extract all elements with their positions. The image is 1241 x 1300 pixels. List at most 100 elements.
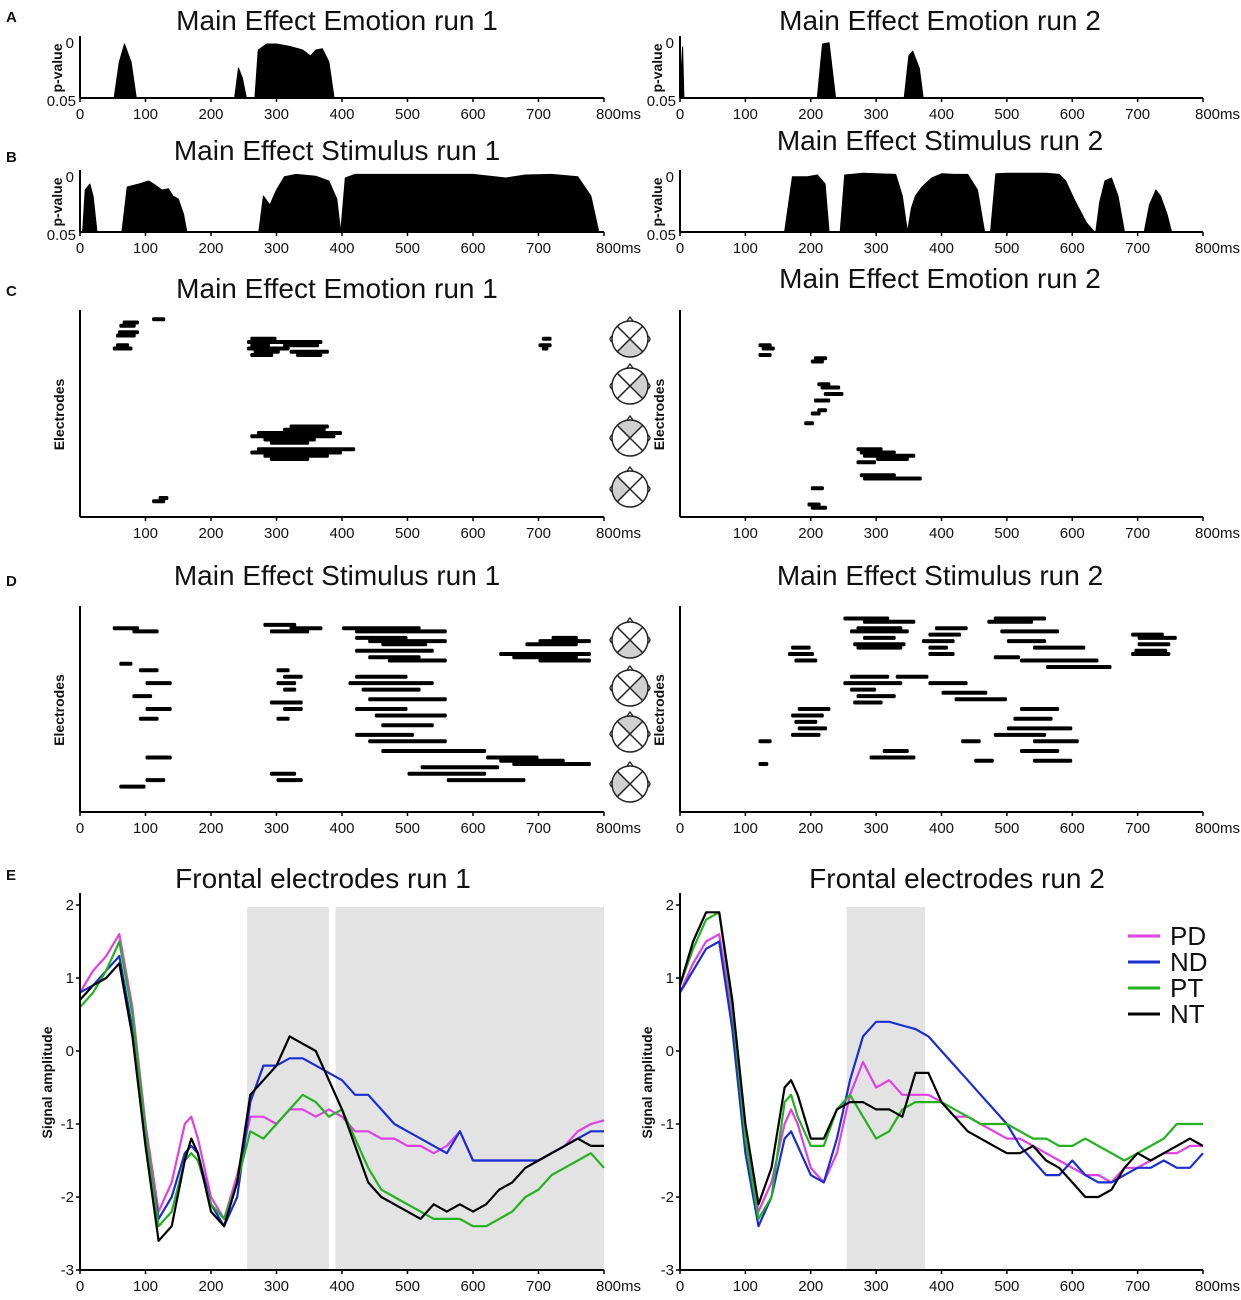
x-tick-label: 500 [395,240,420,257]
electrode-segment [850,629,909,634]
chart-emotion-run2-electrodes: 100 200 300 400 500 600 700 800ms Electrodes [651,310,1240,542]
x-tick-label: 600 [460,106,485,123]
electrode-segment [1134,648,1168,653]
significance-area [258,173,342,233]
significance-area [816,42,837,99]
y-tick-label: 0 [666,1043,674,1060]
significance-area [234,67,247,99]
x-tick-label: 600 [1060,1278,1085,1295]
x-tick-label: 700 [1125,1278,1150,1295]
electrode-segment [853,700,883,705]
x-tick-label: 100 [133,106,158,123]
electrode-segment [512,762,591,766]
electrode-segment [804,421,814,426]
y-tick-label: 0 [666,169,674,186]
electrode-segment [1137,635,1177,640]
y-tick-label: 0 [66,35,74,52]
electrode-segment [247,346,290,351]
electrode-segment [250,353,274,357]
electrode-segment [810,486,824,491]
electrode-segment [145,778,166,783]
y-tick-label: 2 [666,897,674,914]
x-tick-label: 200 [198,240,223,257]
electrode-segment [859,473,896,478]
x-tick-label: 100 [133,525,158,542]
head-icon-anterior-d [609,710,651,753]
electrode-segment [269,771,297,776]
y-tick-label: 0.05 [647,227,676,244]
x-tick-label: 300 [864,820,889,837]
electrode-segment [928,632,962,637]
electrode-segment [283,427,326,432]
electrode-segment [283,707,303,711]
x-tick-label: 600 [1060,820,1085,837]
x-tick-label: 0 [76,820,84,837]
electrode-segment [538,658,591,663]
y-tick-label: -3 [61,1262,74,1279]
x-tick-label: 700 [526,106,551,123]
x-tick-label: 800ms [1195,820,1240,837]
electrode-segment [420,765,500,770]
legend-label-pt: PT [1170,973,1203,1003]
x-tick-label: 300 [264,240,289,257]
significance-area [254,43,335,99]
series-line-pt [79,940,605,1228]
electrode-segment [853,642,906,647]
electrode-segment [928,681,968,686]
x-tick-label: 600 [460,820,485,837]
title-stimulus-run2-electrodes: Main Effect Stimulus run 2 [777,560,1103,591]
electrode-segment [355,629,447,634]
x-tick-label: 400 [929,1278,954,1295]
electrode-segment [1006,726,1073,731]
electrode-segment [355,707,408,711]
electrode-segment [810,505,828,510]
electrode-segment [856,694,896,699]
x-tick-label: 300 [864,525,889,542]
electrode-segment [250,336,277,341]
electrode-segment [355,648,434,653]
x-tick-label: 200 [798,106,823,123]
electrode-segment [869,755,916,760]
legend: PD ND PT NT [1128,921,1208,1029]
y-tick-label: -3 [661,1262,674,1279]
series-line-pt [678,911,1203,1220]
x-tick-label: 400 [329,1278,354,1295]
electrode-segment [289,626,323,631]
y-axis-label: Signal amplitude [39,1026,55,1138]
electrode-segment [817,408,828,413]
electrode-segment [961,739,981,744]
electrode-segment [256,447,356,452]
electrode-segment [276,716,290,721]
x-tick-label: 700 [526,525,551,542]
electrode-segment [541,346,549,351]
electrode-segment [283,687,297,692]
electrode-segment [342,626,421,631]
x-tick-label: 200 [198,820,223,837]
electrode-segment [250,450,342,455]
electrode-segment [987,619,1034,624]
x-tick-label: 400 [329,820,354,837]
electrode-segment [791,732,821,737]
electrode-segment [118,330,139,335]
series-line-nt [678,911,1204,1206]
x-tick-label: 200 [798,525,823,542]
electrode-segment [876,457,909,461]
electrode-segment [116,343,130,348]
electrode-segment [256,431,342,435]
y-axis-label: Electrodes [651,674,667,746]
x-tick-label: 700 [526,820,551,837]
title-stimulus-run2-p: Main Effect Stimulus run 2 [777,125,1103,156]
electrode-segment [132,694,153,699]
significance-area [907,173,986,233]
electrode-segment [361,687,421,692]
electrode-segment [551,635,578,640]
significant-window [247,907,329,1270]
x-tick-label: 100 [133,240,158,257]
electrode-segment [250,343,270,348]
electrode-segment [794,719,818,724]
x-tick-label: 500 [994,525,1019,542]
x-tick-label: 600 [1060,106,1085,123]
title-emotion-run1-electrodes: Main Effect Emotion run 1 [176,273,498,304]
x-tick-label: 400 [929,820,954,837]
electrode-segment [138,668,159,673]
